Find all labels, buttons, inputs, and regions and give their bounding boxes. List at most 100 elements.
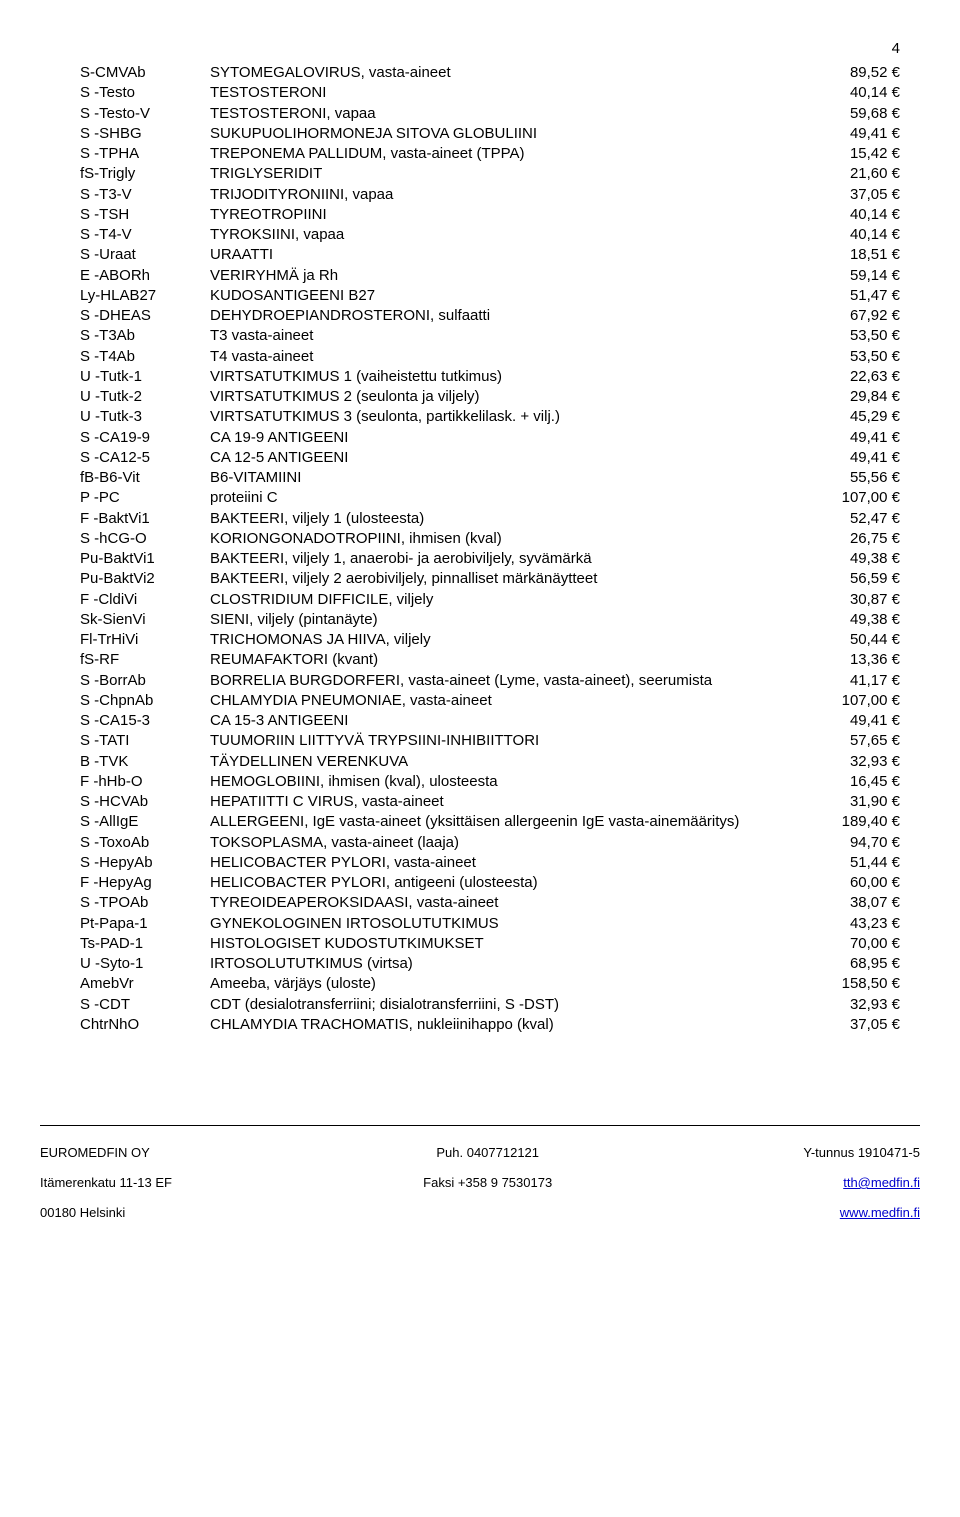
table-row: E -ABORhVERIRYHMÄ ja Rh59,14 € — [80, 266, 900, 286]
table-row: fS-TriglyTRIGLYSERIDIT21,60 € — [80, 164, 900, 184]
document-page: 4 S-CMVAbSYTOMEGALOVIRUS, vasta-aineet89… — [0, 0, 960, 1065]
table-row: S -ChpnAbCHLAMYDIA PNEUMONIAE, vasta-ain… — [80, 691, 900, 711]
table-row: S -CA19-9CA 19-9 ANTIGEENI49,41 € — [80, 428, 900, 448]
item-description: IRTOSOLUTUTKIMUS (virtsa) — [210, 954, 810, 974]
table-row: S -TATITUUMORIIN LIITTYVÄ TRYPSIINI-INHI… — [80, 731, 900, 751]
item-description: proteiini C — [210, 488, 810, 508]
item-price: 18,51 € — [810, 245, 900, 265]
table-row: S -HCVAbHEPATIITTI C VIRUS, vasta-aineet… — [80, 792, 900, 812]
item-price: 59,14 € — [810, 266, 900, 286]
item-price: 43,23 € — [810, 914, 900, 934]
item-code: S -TPHA — [80, 144, 210, 164]
item-code: Pu-BaktVi2 — [80, 569, 210, 589]
table-row: S -TPOAbTYREOIDEAPEROKSIDAASI, vasta-ain… — [80, 893, 900, 913]
item-price: 89,52 € — [810, 63, 900, 83]
item-code: F -hHb-O — [80, 772, 210, 792]
table-row: S -T4-VTYROKSIINI, vapaa40,14 € — [80, 225, 900, 245]
table-row: S -BorrAbBORRELIA BURGDORFERI, vasta-ain… — [80, 671, 900, 691]
item-description: ALLERGEENI, IgE vasta-aineet (yksittäise… — [210, 812, 810, 832]
table-row: S-CMVAbSYTOMEGALOVIRUS, vasta-aineet89,5… — [80, 63, 900, 83]
table-row: S -ToxoAbTOKSOPLASMA, vasta-aineet (laaj… — [80, 833, 900, 853]
item-code: ChtrNhO — [80, 1015, 210, 1035]
item-code: fS-RF — [80, 650, 210, 670]
item-code: Ly-HLAB27 — [80, 286, 210, 306]
table-row: U -Tutk-2VIRTSATUTKIMUS 2 (seulonta ja v… — [80, 387, 900, 407]
item-price: 51,47 € — [810, 286, 900, 306]
item-code: Sk-SienVi — [80, 610, 210, 630]
table-row: F -BaktVi1BAKTEERI, viljely 1 (ulosteest… — [80, 509, 900, 529]
item-price: 189,40 € — [810, 812, 900, 832]
item-code: Fl-TrHiVi — [80, 630, 210, 650]
item-description: CLOSTRIDIUM DIFFICILE, viljely — [210, 590, 810, 610]
item-price: 107,00 € — [810, 691, 900, 711]
item-code: fS-Trigly — [80, 164, 210, 184]
item-description: DEHYDROEPIANDROSTERONI, sulfaatti — [210, 306, 810, 326]
item-code: S -Testo — [80, 83, 210, 103]
item-description: HELICOBACTER PYLORI, antigeeni (ulostees… — [210, 873, 810, 893]
item-price: 32,93 € — [810, 752, 900, 772]
table-row: Ly-HLAB27KUDOSANTIGEENI B2751,47 € — [80, 286, 900, 306]
item-description: KUDOSANTIGEENI B27 — [210, 286, 810, 306]
footer-address-2: 00180 Helsinki — [40, 1205, 172, 1220]
table-row: F -HepyAgHELICOBACTER PYLORI, antigeeni … — [80, 873, 900, 893]
item-code: S -T3Ab — [80, 326, 210, 346]
item-code: S -HCVAb — [80, 792, 210, 812]
price-list-table: S-CMVAbSYTOMEGALOVIRUS, vasta-aineet89,5… — [80, 63, 900, 1035]
item-code: S -DHEAS — [80, 306, 210, 326]
item-code: S -CA19-9 — [80, 428, 210, 448]
item-description: TUUMORIIN LIITTYVÄ TRYPSIINI-INHIBIITTOR… — [210, 731, 810, 751]
item-description: VIRTSATUTKIMUS 1 (vaiheistettu tutkimus) — [210, 367, 810, 387]
item-description: TESTOSTERONI, vapaa — [210, 104, 810, 124]
footer-company: EUROMEDFIN OY — [40, 1145, 172, 1160]
item-price: 49,41 € — [810, 124, 900, 144]
item-description: URAATTI — [210, 245, 810, 265]
item-price: 49,41 € — [810, 448, 900, 468]
item-code: S -BorrAb — [80, 671, 210, 691]
footer-web-link[interactable]: www.medfin.fi — [840, 1205, 920, 1220]
item-description: T4 vasta-aineet — [210, 347, 810, 367]
item-price: 68,95 € — [810, 954, 900, 974]
item-description: CHLAMYDIA PNEUMONIAE, vasta-aineet — [210, 691, 810, 711]
footer-email-link[interactable]: tth@medfin.fi — [843, 1175, 920, 1190]
item-price: 16,45 € — [810, 772, 900, 792]
item-description: BAKTEERI, viljely 1 (ulosteesta) — [210, 509, 810, 529]
table-row: Sk-SienViSIENI, viljely (pintanäyte)49,3… — [80, 610, 900, 630]
item-description: VERIRYHMÄ ja Rh — [210, 266, 810, 286]
table-row: fS-RFREUMAFAKTORI (kvant)13,36 € — [80, 650, 900, 670]
page-number: 4 — [80, 40, 900, 57]
item-code: S -CA15-3 — [80, 711, 210, 731]
table-row: Pu-BaktVi2BAKTEERI, viljely 2 aerobivilj… — [80, 569, 900, 589]
table-row: AmebVrAmeeba, värjäys (uloste)158,50 € — [80, 974, 900, 994]
item-code: U -Tutk-1 — [80, 367, 210, 387]
item-description: BAKTEERI, viljely 1, anaerobi- ja aerobi… — [210, 549, 810, 569]
item-code: P -PC — [80, 488, 210, 508]
item-code: S -Testo-V — [80, 104, 210, 124]
footer-address-1: Itämerenkatu 11-13 EF — [40, 1175, 172, 1190]
table-row: S -CA12-5CA 12-5 ANTIGEENI49,41 € — [80, 448, 900, 468]
table-row: S -DHEASDEHYDROEPIANDROSTERONI, sulfaatt… — [80, 306, 900, 326]
item-price: 26,75 € — [810, 529, 900, 549]
item-price: 32,93 € — [810, 995, 900, 1015]
item-description: TÄYDELLINEN VERENKUVA — [210, 752, 810, 772]
item-code: S -Uraat — [80, 245, 210, 265]
item-price: 60,00 € — [810, 873, 900, 893]
item-price: 38,07 € — [810, 893, 900, 913]
table-row: S -UraatURAATTI18,51 € — [80, 245, 900, 265]
item-price: 55,56 € — [810, 468, 900, 488]
item-price: 21,60 € — [810, 164, 900, 184]
item-description: TYROKSIINI, vapaa — [210, 225, 810, 245]
table-row: Pt-Papa-1GYNEKOLOGINEN IRTOSOLUTUTKIMUS4… — [80, 914, 900, 934]
item-code: S -hCG-O — [80, 529, 210, 549]
item-description: BAKTEERI, viljely 2 aerobiviljely, pinna… — [210, 569, 810, 589]
table-row: F -hHb-OHEMOGLOBIINI, ihmisen (kval), ul… — [80, 772, 900, 792]
item-price: 67,92 € — [810, 306, 900, 326]
item-price: 59,68 € — [810, 104, 900, 124]
table-row: S -hCG-OKORIONGONADOTROPIINI, ihmisen (k… — [80, 529, 900, 549]
page-footer: EUROMEDFIN OY Itämerenkatu 11-13 EF 0018… — [40, 1125, 920, 1235]
table-row: U -Tutk-1VIRTSATUTKIMUS 1 (vaiheistettu … — [80, 367, 900, 387]
item-price: 107,00 € — [810, 488, 900, 508]
item-code: S -TATI — [80, 731, 210, 751]
table-row: F -CldiViCLOSTRIDIUM DIFFICILE, viljely3… — [80, 590, 900, 610]
table-row: Ts-PAD-1HISTOLOGISET KUDOSTUTKIMUKSET70,… — [80, 934, 900, 954]
item-code: B -TVK — [80, 752, 210, 772]
